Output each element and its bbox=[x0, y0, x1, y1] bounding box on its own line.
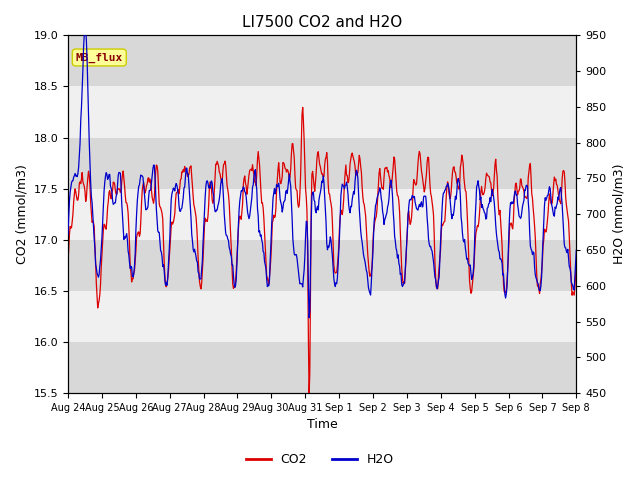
Bar bbox=[68, 138, 576, 189]
Y-axis label: CO2 (mmol/m3): CO2 (mmol/m3) bbox=[15, 164, 28, 264]
Text: MB_flux: MB_flux bbox=[76, 52, 123, 62]
X-axis label: Time: Time bbox=[307, 419, 337, 432]
Legend: CO2, H2O: CO2, H2O bbox=[241, 448, 399, 471]
Bar bbox=[68, 36, 576, 86]
Y-axis label: H2O (mmol/m3): H2O (mmol/m3) bbox=[612, 164, 625, 264]
Title: LI7500 CO2 and H2O: LI7500 CO2 and H2O bbox=[242, 15, 403, 30]
Bar bbox=[68, 240, 576, 291]
Bar bbox=[68, 342, 576, 393]
